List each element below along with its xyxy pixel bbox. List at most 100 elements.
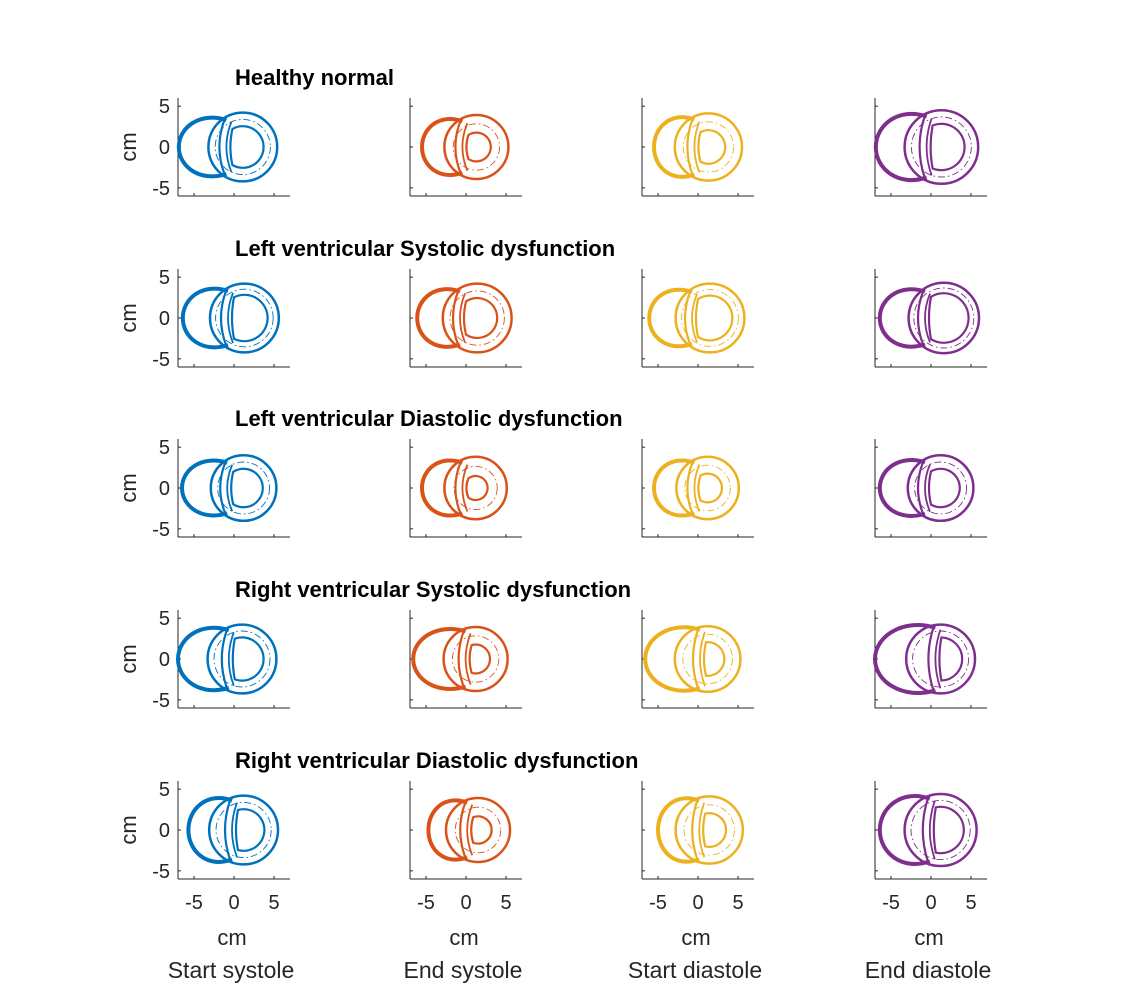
lv-outer-wall (443, 455, 509, 521)
septum-left (219, 462, 227, 514)
panel-0-2 (641, 98, 754, 197)
septum-left (686, 462, 694, 514)
row-title: Right ventricular Systolic dysfunction (235, 577, 631, 602)
lv-outer-wall (441, 282, 513, 354)
x-tick-label: 5 (732, 892, 743, 914)
lv-cavity (932, 805, 965, 855)
panel-2-3 (874, 439, 987, 538)
y-tick-label: 0 (159, 820, 170, 842)
y-tick-label: 5 (159, 608, 170, 630)
lv-outer-wall (673, 112, 744, 182)
y-axis-label: cm (116, 644, 141, 673)
lv-mid-wall (452, 123, 501, 171)
lv-cavity (465, 131, 492, 163)
x-tick-label: -5 (417, 892, 435, 914)
rv-free-wall (426, 798, 468, 862)
row-title: Left ventricular Diastolic dysfunction (235, 406, 623, 431)
lv-mid-wall (914, 461, 968, 515)
rv-free-wall (415, 287, 461, 349)
panel-1-3 (874, 269, 987, 368)
lv-mid-wall (215, 288, 274, 348)
lv-cavity (470, 815, 493, 845)
lv-outer-wall (207, 111, 279, 183)
rv-free-wall (872, 623, 936, 695)
rv-free-wall (877, 458, 926, 518)
lv-cavity (697, 472, 724, 504)
panel-2-1 (409, 439, 522, 538)
y-axis-label: cm (116, 815, 141, 844)
panel-1-0 (177, 269, 290, 368)
septum-right (698, 802, 706, 858)
row-title: Left ventricular Systolic dysfunction (235, 236, 615, 261)
rv-free-wall (175, 625, 230, 693)
x-axis-label: cm (681, 925, 710, 950)
y-tick-label: -5 (152, 690, 170, 712)
lv-cavity (694, 294, 734, 342)
y-tick-label: -5 (152, 519, 170, 541)
septum-left (921, 798, 929, 862)
septum-right (226, 464, 234, 512)
x-axis-label: cm (449, 925, 478, 950)
panel-4-3 (874, 781, 987, 880)
septum-left (683, 291, 692, 345)
x-tick-label: 0 (692, 892, 703, 914)
y-tick-label: 5 (159, 779, 170, 801)
septum-left (220, 629, 228, 689)
rv-free-wall (179, 458, 228, 518)
lv-mid-wall (213, 630, 271, 688)
x-tick-label: -5 (649, 892, 667, 914)
lv-mid-wall (214, 118, 271, 176)
septum-left (219, 290, 228, 346)
septum-right (227, 292, 234, 344)
rv-free-wall (873, 111, 928, 183)
y-tick-label: 5 (159, 437, 170, 459)
row-title: Healthy normal (235, 65, 394, 90)
y-tick-label: -5 (152, 178, 170, 200)
x-tick-label: 0 (228, 892, 239, 914)
rv-free-wall (419, 458, 464, 518)
septum-right (924, 293, 931, 343)
lv-outer-wall (907, 281, 981, 355)
septum-right (466, 804, 474, 856)
lv-mid-wall (913, 287, 975, 349)
lv-cavity (230, 293, 269, 343)
lv-cavity (231, 636, 265, 682)
septum-left (454, 462, 462, 514)
septum-right (459, 293, 466, 343)
septum-left (218, 119, 226, 175)
y-axis-label: cm (116, 473, 141, 502)
x-tick-label: 0 (460, 892, 471, 914)
septum-left (918, 116, 926, 178)
panel-4-0 (177, 781, 290, 880)
panel-3-0 (175, 610, 290, 709)
column-label: Start diastole (628, 957, 762, 983)
y-tick-label: -5 (152, 861, 170, 883)
lv-outer-wall (903, 108, 980, 186)
septum-right (934, 629, 942, 689)
x-tick-label: -5 (882, 892, 900, 914)
lv-cavity (697, 129, 727, 165)
panel-3-2 (641, 610, 754, 709)
y-tick-label: 0 (159, 308, 170, 330)
lv-outer-wall (673, 624, 742, 694)
lv-outer-wall (442, 625, 509, 693)
rv-free-wall (877, 287, 926, 349)
septum-left (916, 291, 925, 345)
rv-free-wall (411, 627, 467, 691)
septum-right (693, 121, 701, 173)
septum-left (916, 461, 925, 515)
rv-free-wall (419, 117, 464, 177)
y-tick-label: 0 (159, 478, 170, 500)
lv-outer-wall (904, 623, 977, 695)
septum-right (231, 802, 238, 858)
y-axis-label: cm (116, 303, 141, 332)
septum-right (699, 631, 706, 687)
lv-outer-wall (443, 113, 510, 181)
septum-left (686, 119, 694, 175)
lv-mid-wall (683, 804, 735, 856)
rv-free-wall (647, 287, 693, 349)
septum-left (454, 120, 462, 174)
panel-3-3 (872, 610, 987, 709)
column-label: End diastole (865, 957, 992, 983)
